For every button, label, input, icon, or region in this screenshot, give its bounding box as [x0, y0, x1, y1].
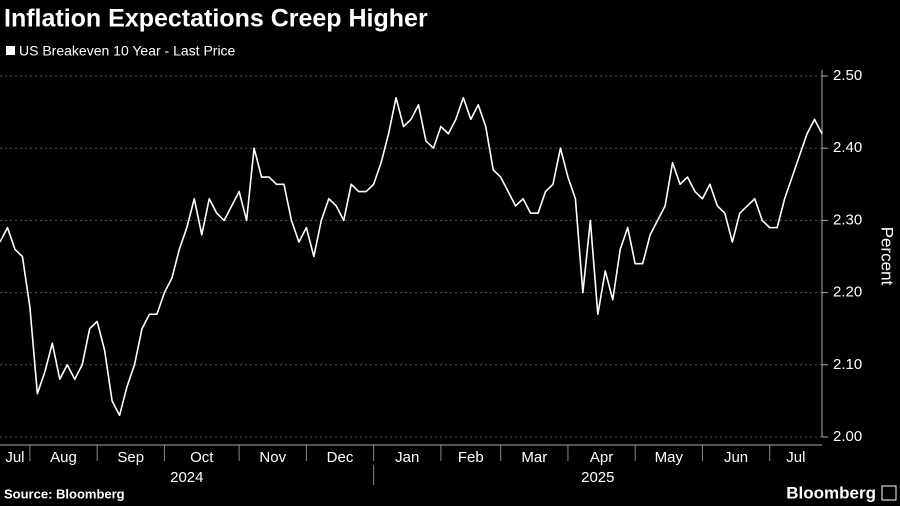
y-tick-label: 2.30	[833, 211, 862, 228]
brand-icon	[881, 485, 897, 501]
x-tick-label: Jul	[5, 449, 24, 466]
x-tick-label: Sep	[117, 449, 144, 466]
brand: Bloomberg	[786, 483, 876, 502]
x-tick-label: Oct	[190, 449, 214, 466]
x-tick-label: Aug	[50, 449, 77, 466]
x-tick-label: Nov	[259, 449, 286, 466]
source: Source: Bloomberg	[4, 486, 125, 501]
y-axis-label: Percent	[878, 227, 897, 286]
x-tick-label: Jan	[395, 449, 419, 466]
legend-swatch	[6, 46, 15, 55]
y-tick-label: 2.20	[833, 284, 862, 301]
x-tick-label: Apr	[590, 449, 613, 466]
x-tick-label: Dec	[327, 449, 354, 466]
x-tick-label: Jun	[724, 449, 748, 466]
x-tick-label: May	[655, 449, 684, 466]
year-label: 2025	[581, 469, 614, 486]
year-label: 2024	[170, 469, 203, 486]
line-series	[0, 96, 823, 417]
legend-label: US Breakeven 10 Year - Last Price	[19, 43, 236, 59]
y-tick-label: 2.10	[833, 356, 862, 373]
chart-title: Inflation Expectations Creep Higher	[4, 5, 428, 33]
y-tick-label: 2.40	[833, 139, 862, 156]
y-tick-label: 2.00	[833, 428, 862, 445]
y-tick-label: 2.50	[833, 67, 862, 84]
x-tick-label: Jul	[786, 449, 805, 466]
x-tick-label: Feb	[458, 449, 484, 466]
x-tick-label: Mar	[521, 449, 547, 466]
